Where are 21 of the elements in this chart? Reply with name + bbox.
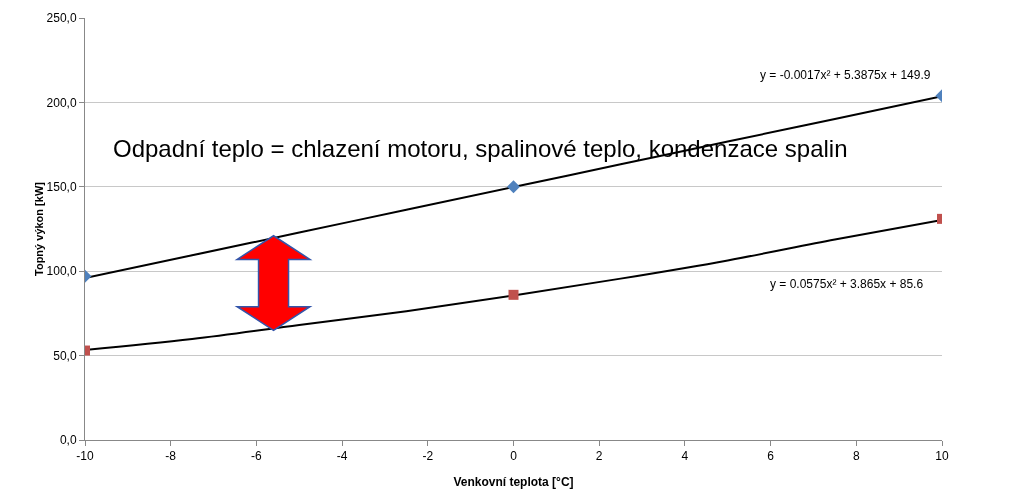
y-tick-label: 150,0 xyxy=(46,180,77,194)
x-tick-label: -6 xyxy=(251,449,263,464)
x-tick-label: 10 xyxy=(935,449,949,464)
annotation: y = -0.0017x² + 5.3875x + 149.9 xyxy=(760,68,931,82)
y-tick-label: 50,0 xyxy=(53,348,77,363)
x-tick-label: 8 xyxy=(852,449,860,464)
x-tick-label: -2 xyxy=(422,449,434,464)
x-tick-label: -4 xyxy=(336,449,348,464)
x-tick-label: 2 xyxy=(595,449,603,464)
y-tick-label: 250,0 xyxy=(46,11,77,26)
y-axis-title: Topný výkon [kW] xyxy=(32,181,45,276)
y-tick-label: 100,0 xyxy=(46,264,77,279)
x-tick-label: -8 xyxy=(165,449,177,464)
y-tick-label: 200,0 xyxy=(46,95,77,110)
x-tick-label: -10 xyxy=(76,449,94,464)
annotation: y = 0.0575x² + 3.865x + 85.6 xyxy=(770,277,924,291)
x-axis-title: Venkovní teplota [°C] xyxy=(453,475,574,489)
x-tick-label: 4 xyxy=(681,449,689,464)
y-tick-label: 0,0 xyxy=(59,433,77,448)
x-tick-label: 6 xyxy=(767,449,775,464)
x-tick-label: 0 xyxy=(510,449,518,464)
